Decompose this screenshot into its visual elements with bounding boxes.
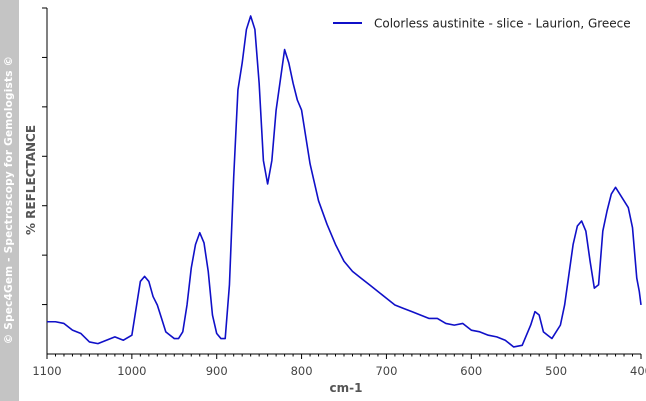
x-tick-label: 600 (460, 364, 482, 378)
x-tick-label: 900 (206, 364, 228, 378)
x-axis-label: cm-1 (330, 381, 363, 395)
legend: Colorless austinite - slice - Laurion, G… (333, 17, 631, 31)
watermark-bar: © Spec4Gem - Spectroscopy for Gemologist… (0, 0, 19, 401)
series-layer (47, 15, 642, 348)
ticks: 1100 1000 900 800 700 600 500 400 (32, 7, 646, 378)
x-tick-label: 400 (630, 364, 646, 378)
x-tick-label: 800 (291, 364, 313, 378)
x-tick-label: 700 (375, 364, 397, 378)
series-line (47, 15, 642, 348)
legend-label: Colorless austinite - slice - Laurion, G… (374, 17, 631, 31)
x-tick-label: 500 (545, 364, 567, 378)
x-tick-label: 1000 (117, 364, 146, 378)
x-tick-label: 1100 (32, 364, 61, 378)
axes (46, 8, 641, 355)
